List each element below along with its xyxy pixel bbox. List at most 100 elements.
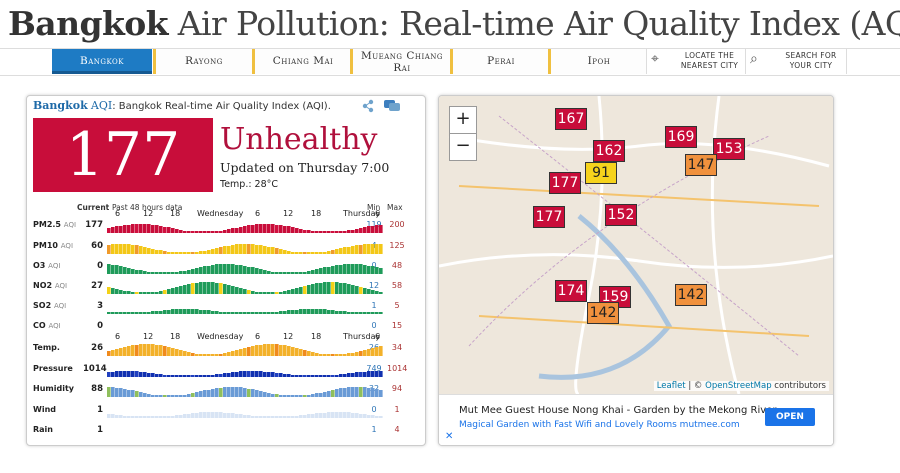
row-sparkline: [107, 224, 383, 233]
row-current: 3: [97, 301, 103, 311]
tab-perai[interactable]: Perai: [450, 49, 549, 74]
row-current: 88: [91, 384, 103, 394]
city-nav: Bangkok Rayong Chiang Mai Mueang Chiang …: [0, 48, 900, 76]
osm-link[interactable]: OpenStreetMap: [705, 381, 772, 391]
axis-tick: 6: [115, 209, 121, 218]
ad-close-icon[interactable]: ✕: [445, 431, 454, 442]
header-max: Max: [387, 203, 403, 212]
search-label: Search for your city: [785, 51, 837, 70]
aqi-status: Unhealthy: [220, 122, 378, 157]
share-icon[interactable]: [362, 99, 374, 113]
row-label: NO2 AQI: [33, 281, 68, 290]
ad-open-button[interactable]: OPEN: [765, 408, 815, 426]
row-sparkline: [107, 371, 383, 377]
row-sparkline: [107, 309, 383, 314]
axis-tick: 12: [283, 332, 294, 341]
ad-subtitle[interactable]: Magical Garden with Fast Wifi and Lovely…: [459, 420, 740, 430]
row-label: Humidity: [33, 384, 74, 393]
aqi-map-marker[interactable]: 174: [555, 280, 587, 302]
aqi-map-marker[interactable]: 153: [713, 138, 745, 160]
row-max: 200: [389, 220, 405, 229]
header-current: Current: [77, 203, 110, 212]
locate-nearest-city-button[interactable]: ⌖ Locate the nearest city: [646, 49, 744, 74]
row-sparkline: [107, 244, 383, 254]
row-sparkline: [107, 423, 383, 439]
aqi-map-marker[interactable]: 147: [685, 154, 717, 176]
map-attribution: Leaflet | © OpenStreetMap contributors: [653, 381, 829, 391]
row-min: 1: [371, 425, 377, 434]
row-max: 58: [391, 281, 403, 290]
row-label: CO AQI: [33, 321, 61, 330]
row-max: 48: [391, 261, 403, 270]
current-temp: Temp.: 28°C: [220, 179, 279, 190]
aqi-map-marker[interactable]: 169: [665, 126, 697, 148]
row-current: 0: [97, 261, 103, 271]
row-current: 1014: [83, 364, 107, 374]
zoom-in-button[interactable]: +: [449, 106, 477, 134]
row-min: 0: [371, 261, 377, 270]
row-current: 1: [97, 405, 103, 415]
row-min: 0: [371, 405, 377, 414]
row-label: Temp.: [33, 343, 60, 352]
axis-tick: 6: [255, 209, 261, 218]
aqi-card: Bangkok AQI: Bangkok Real-time Air Quali…: [26, 95, 426, 446]
ad-title[interactable]: Mut Mee Guest House Nong Khai - Garden b…: [459, 405, 777, 416]
row-sparkline: [107, 344, 383, 356]
search-city-button[interactable]: ⌕ Search for your city: [745, 49, 847, 74]
aqi-map-marker[interactable]: 142: [587, 302, 619, 324]
history-table: Current Past 48 hours data Min Max 6 12 18…: [27, 196, 425, 446]
row-max: 1014: [387, 364, 408, 373]
row-label: PM10 AQI: [33, 241, 74, 250]
row-sparkline: [107, 412, 383, 418]
axis-tick: 6: [375, 332, 381, 341]
map-roads: [439, 96, 833, 396]
header-min: Min: [367, 203, 381, 212]
magnifier-icon: ⌕: [750, 51, 759, 67]
axis-tick: 6: [255, 332, 261, 341]
axis-tick: 6: [115, 332, 121, 341]
row-current: 60: [91, 241, 103, 251]
axis-tick: 12: [283, 209, 294, 218]
aqi-map-marker[interactable]: 91: [585, 162, 617, 184]
axis-tick: Wednesday: [197, 332, 244, 341]
tab-mueang-chiang-rai[interactable]: Mueang Chiang Rai: [350, 49, 451, 74]
aqi-map-marker[interactable]: 167: [555, 108, 587, 130]
comments-icon[interactable]: [383, 99, 401, 113]
aqi-map-marker[interactable]: 152: [605, 204, 637, 226]
row-label: O3 AQI: [33, 261, 61, 270]
leaflet-link[interactable]: Leaflet: [656, 381, 686, 391]
row-label: PM2.5 AQI: [33, 220, 77, 229]
tab-bangkok[interactable]: Bangkok: [52, 49, 152, 74]
updated-time: Updated on Thursday 7:00: [220, 160, 390, 175]
aqi-map-marker[interactable]: 162: [593, 140, 625, 162]
axis-tick: 18: [311, 332, 322, 341]
row-label: Pressure: [33, 364, 73, 373]
row-current: 1: [97, 425, 103, 435]
aqi-map-marker[interactable]: 177: [533, 206, 565, 228]
tab-chiang-mai[interactable]: Chiang Mai: [252, 49, 351, 74]
row-sparkline: [107, 264, 383, 274]
axis-tick: 12: [143, 332, 154, 341]
row-label: SO2 AQI: [33, 301, 67, 310]
tab-rayong[interactable]: Rayong: [153, 49, 252, 74]
ad-banner[interactable]: Mut Mee Guest House Nong Khai - Garden b…: [439, 394, 833, 445]
axis-tick: 18: [170, 332, 181, 341]
page-title: Bangkok Air Pollution: Real-time Air Qua…: [8, 4, 900, 43]
zoom-out-button[interactable]: −: [449, 133, 477, 161]
row-label: Rain: [33, 425, 53, 434]
aqi-map-marker[interactable]: 142: [675, 284, 707, 306]
axis-tick: Thursday: [343, 332, 381, 341]
row-current: 27: [91, 281, 103, 291]
aqi-map-marker[interactable]: 177: [549, 172, 581, 194]
row-current: 26: [91, 343, 103, 353]
row-min: 0: [371, 321, 377, 330]
row-max: 125: [389, 241, 405, 250]
map[interactable]: 167 169 153 162 147 91 177 177 152 174 159 142 142: [439, 96, 833, 396]
row-max: 94: [391, 384, 403, 393]
tab-ipoh[interactable]: Ipoh: [548, 49, 647, 74]
header-past: Past 48 hours data: [112, 203, 183, 212]
row-min: 12: [368, 281, 380, 290]
row-min: 26: [368, 343, 380, 352]
row-label: Wind: [33, 405, 56, 414]
axis-tick: Wednesday: [197, 209, 244, 218]
